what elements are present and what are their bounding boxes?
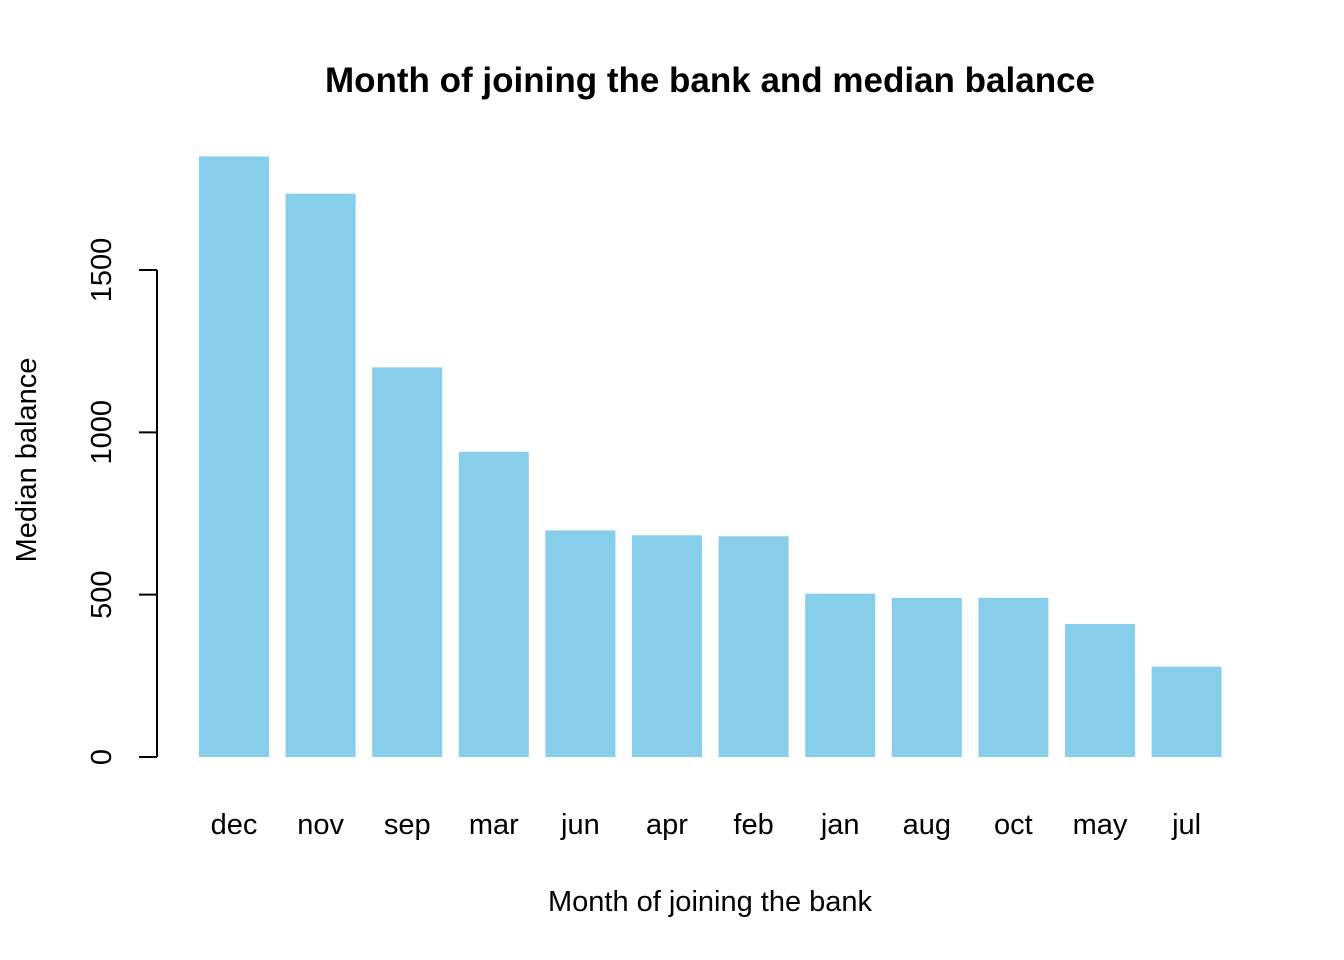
x-tick-label-feb: feb [733,809,773,841]
x-tick-label-may: may [1073,809,1128,841]
bar-may [1065,623,1135,757]
bar-nov [285,193,356,757]
x-tick-label-apr: apr [646,809,688,841]
x-tick-label-mar: mar [469,809,519,841]
y-axis: 0 500 1000 1500 [86,238,158,765]
x-tick-label-aug: aug [903,809,951,841]
x-tick-label-jan: jan [820,809,860,841]
x-tick-label-sep: sep [384,809,431,841]
bar-dec [199,156,269,757]
x-tick-label-jun: jun [560,809,600,841]
bar-apr [632,535,702,757]
bar-jun [545,530,616,757]
chart-title: Month of joining the bank and median bal… [325,61,1095,100]
x-axis-title: Month of joining the bank [548,886,873,918]
y-tick-label-1000: 1000 [86,400,118,465]
y-tick-label-0: 0 [86,749,118,765]
x-tick-label-dec: dec [211,809,258,841]
bar-sep [372,367,443,757]
x-tick-label-jul: jul [1171,809,1201,841]
x-tick-label-oct: oct [994,809,1033,841]
x-category-labels: dec nov sep mar jun apr feb jan aug oct may jul [211,809,1201,841]
bar-mar [458,451,529,757]
y-tick-label-1500: 1500 [86,238,118,303]
bar-feb [718,536,789,757]
y-axis-title: Median balance [11,358,43,563]
bar-jul [1151,666,1222,757]
bar-jan [805,593,876,757]
bar-oct [978,597,1049,757]
bar-aug [891,597,962,757]
y-tick-label-500: 500 [86,571,118,619]
bars-group [199,156,1222,757]
x-tick-label-nov: nov [297,809,344,841]
